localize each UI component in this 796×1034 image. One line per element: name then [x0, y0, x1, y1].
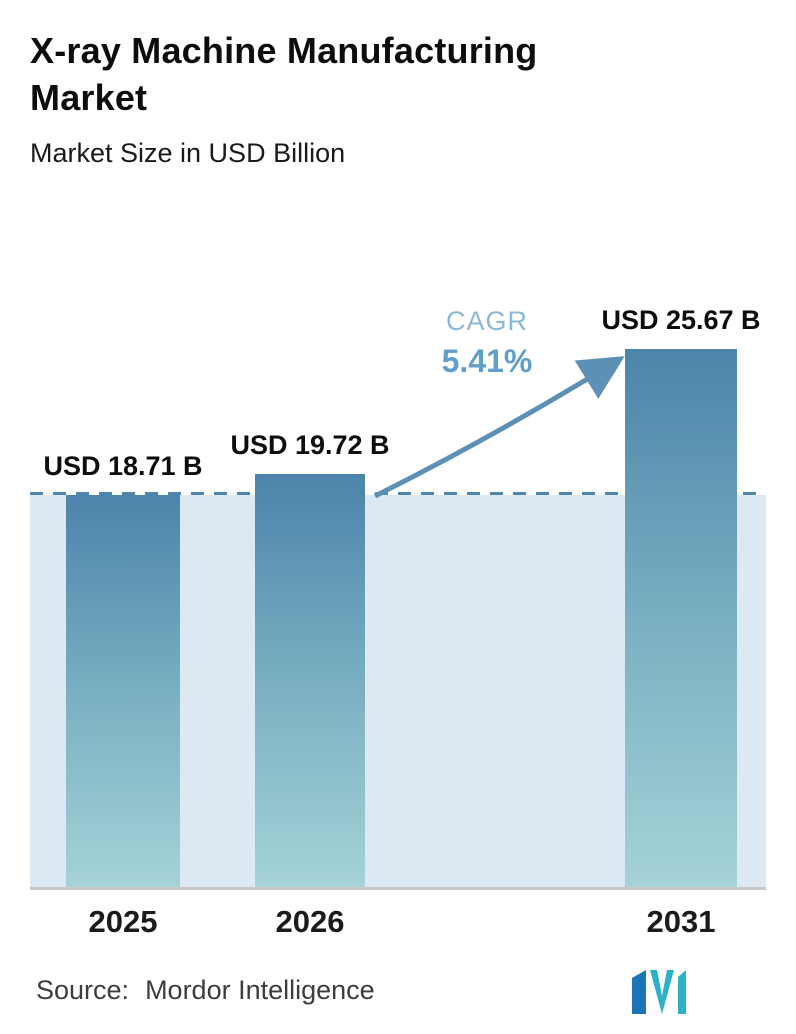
plot-area: USD 18.71 B USD 19.72 B USD 25.67 B CAGR… [30, 268, 766, 890]
bar-group-2031: USD 25.67 B [601, 265, 761, 887]
bar-value-label-2026: USD 19.72 B [230, 429, 390, 460]
chart-title: X-ray Machine Manufacturing Market [30, 30, 538, 118]
cagr-label: CAGR [445, 305, 528, 336]
bar-value-label-2031: USD 25.67 B [601, 304, 761, 335]
x-axis-label-2031: 2031 [646, 903, 716, 939]
chart-subtitle: Market Size in USD Billion [30, 137, 346, 168]
bar-rect-2026 [255, 473, 365, 887]
x-axis-label-2026: 2026 [275, 903, 345, 939]
chart-footer: Source: Mordor Intelligence [0, 968, 796, 1014]
bar-rect-2031 [625, 348, 737, 887]
x-axis-labels: 2025 2026 2031 [30, 890, 766, 952]
bar-rect-2025 [66, 494, 180, 887]
source-label: Source: [36, 975, 130, 1006]
chart-header: X-ray Machine Manufacturing Market Marke… [0, 0, 796, 169]
x-axis-label-2025: 2025 [88, 903, 158, 939]
bar-value-label-2025: USD 18.71 B [43, 450, 203, 481]
cagr-value: 5.41% [441, 342, 533, 379]
bar-group-2025: USD 18.71 B [43, 265, 203, 887]
source-value: Mordor Intelligence [145, 975, 375, 1006]
cagr-annotation: CAGR 5.41% [407, 306, 567, 380]
mordor-intelligence-logo-icon [632, 969, 686, 1014]
source-text: Source: Mordor Intelligence [36, 975, 375, 1006]
bar-group-2026: USD 19.72 B [230, 265, 390, 887]
